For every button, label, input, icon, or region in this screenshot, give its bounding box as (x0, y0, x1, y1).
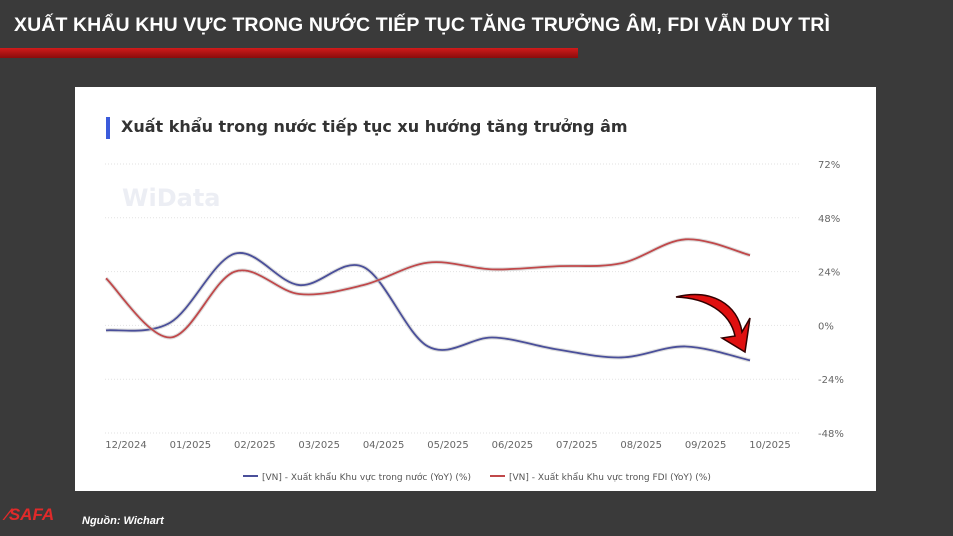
x-tick-label: 05/2025 (427, 440, 469, 451)
y-tick-label: -48% (818, 429, 844, 440)
chart-title: Xuất khẩu trong nước tiếp tục xu hướng t… (121, 117, 628, 136)
y-tick-label: 24% (818, 268, 840, 279)
x-tick-label: 12/2024 (105, 440, 147, 451)
y-tick-label: 72% (818, 160, 840, 171)
x-tick-label: 04/2025 (363, 440, 405, 451)
y-tick-label: -24% (818, 375, 844, 386)
x-tick-label: 03/2025 (298, 440, 340, 451)
x-tick-label: 06/2025 (492, 440, 534, 451)
x-tick-label: 02/2025 (234, 440, 276, 451)
y-tick-label: 48% (818, 214, 840, 225)
headline: XUẤT KHẨU KHU VỰC TRONG NƯỚC TIẾP TỤC TĂ… (14, 14, 830, 36)
headline-underline (0, 48, 578, 58)
x-tick-label: 01/2025 (170, 440, 212, 451)
series-line-1 (105, 252, 751, 362)
chart-card (75, 87, 876, 491)
x-tick-label: 10/2025 (749, 440, 791, 451)
down-arrow-icon (675, 293, 751, 354)
series-line-2 (105, 238, 751, 339)
legend-label: [VN] - Xuất khẩu Khu vực trong nước (YoY… (262, 472, 471, 483)
title-accent (106, 117, 110, 139)
legend-label: [VN] - Xuất khẩu Khu vực trong FDI (YoY)… (509, 472, 711, 483)
watermark: WiData (122, 184, 220, 212)
y-tick-label: 0% (818, 321, 834, 332)
logo: ⁄SAFA (6, 505, 55, 524)
source-note: Nguồn: Wichart (82, 515, 164, 527)
x-tick-label: 08/2025 (620, 440, 662, 451)
x-tick-label: 07/2025 (556, 440, 598, 451)
x-tick-label: 09/2025 (685, 440, 727, 451)
